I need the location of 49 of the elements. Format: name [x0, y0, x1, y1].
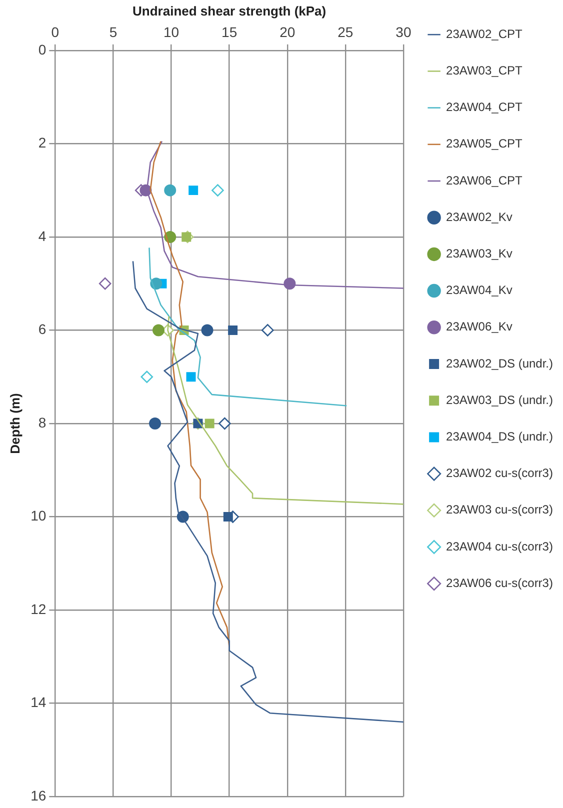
y-tick-label: 10: [30, 508, 46, 524]
legend-label: 23AW03_DS (undr.): [446, 392, 554, 407]
y-tick-label: 6: [38, 321, 46, 338]
y-tick-label: 14: [30, 694, 46, 710]
y-tick-label: 16: [30, 787, 46, 804]
legend-label: 23AW04_Kv: [446, 283, 512, 298]
legend-label: 23AW02_DS (undr.): [446, 356, 554, 370]
point: [164, 184, 176, 196]
legend-label: 23AW04_CPT: [446, 100, 523, 114]
legend-label: 23AW03 cu-s(corr3): [446, 502, 553, 517]
legend-label: 23AW04_DS (undr.): [446, 430, 554, 444]
point: [201, 324, 214, 336]
legend-label: 23AW02_CPT: [446, 26, 523, 41]
point: [223, 512, 233, 522]
y-tick-label: 8: [38, 414, 46, 430]
point: [149, 418, 162, 430]
legend-label: 23AW03_CPT: [446, 64, 523, 78]
point: [204, 418, 214, 428]
legend-label: 23AW05_CPT: [446, 136, 523, 151]
y-tick-label: 4: [38, 228, 46, 244]
y-tick-label: 0: [38, 41, 46, 58]
legend-label: 23AW06 cu-s(corr3): [446, 576, 553, 590]
point: [152, 324, 164, 336]
point: [186, 372, 196, 382]
point: [261, 324, 274, 336]
x-tick-label: 10: [163, 24, 180, 40]
point: [188, 186, 198, 196]
point: [182, 232, 192, 242]
y-axis-title: Depth (m): [7, 393, 22, 454]
y-tick-label: 2: [38, 134, 46, 151]
legend-label: 23AW02 cu-s(corr3): [446, 466, 553, 480]
x-tick-label: 20: [280, 24, 296, 40]
legend-label: 23AW03_Kv: [446, 246, 512, 261]
point: [140, 370, 154, 384]
x-tick-label: 0: [51, 24, 60, 40]
x-axis-title: Undrained shear strength (kPa): [132, 3, 326, 18]
point: [98, 277, 112, 290]
legend-label: 23AW02_Kv: [446, 210, 512, 224]
x-tick-label: 5: [109, 24, 118, 40]
point: [228, 325, 238, 335]
x-tick-label: 15: [222, 24, 238, 40]
legend-label: 23AW06_Kv: [446, 320, 512, 334]
x-tick-label: 25: [338, 24, 354, 40]
point: [218, 417, 231, 430]
x-tick-label: 30: [396, 24, 412, 40]
legend-label: 23AW04 cu-s(corr3): [446, 539, 553, 554]
legend-label: 23AW06_CPT: [446, 173, 523, 188]
point: [212, 184, 224, 196]
y-tick-label: 12: [30, 600, 46, 617]
